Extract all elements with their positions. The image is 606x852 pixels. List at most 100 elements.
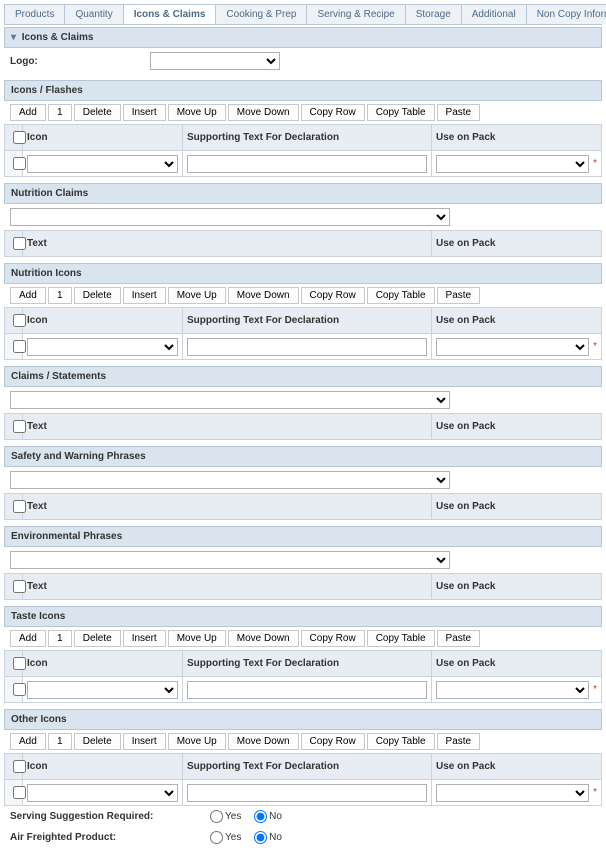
add-button[interactable]: Add — [10, 630, 46, 647]
supporting-text-input[interactable] — [187, 681, 427, 699]
insert-button[interactable]: Insert — [123, 287, 166, 304]
delete-button[interactable]: Delete — [74, 104, 121, 121]
air-freighted-yes-radio[interactable] — [210, 831, 223, 844]
supporting-text-input[interactable] — [187, 155, 427, 173]
row-checkbox[interactable] — [13, 340, 26, 353]
delete-button[interactable]: Delete — [74, 733, 121, 750]
move-up-button[interactable]: Move Up — [168, 104, 226, 121]
copy-table-button[interactable]: Copy Table — [367, 287, 435, 304]
supporting-text-input[interactable] — [187, 784, 427, 802]
safety-warning-select[interactable] — [10, 471, 450, 489]
logo-select[interactable] — [150, 52, 280, 70]
toolbar-other-icons: Add Delete Insert Move Up Move Down Copy… — [4, 730, 602, 753]
serving-suggestion-no[interactable]: No — [254, 811, 282, 822]
delete-button[interactable]: Delete — [74, 287, 121, 304]
copy-row-button[interactable]: Copy Row — [301, 630, 365, 647]
col-supporting: Supporting Text For Declaration — [183, 651, 432, 677]
add-button[interactable]: Add — [10, 104, 46, 121]
section-safety-warning: Safety and Warning Phrases — [4, 446, 602, 467]
select-all-checkbox[interactable] — [13, 657, 26, 670]
select-all-checkbox[interactable] — [13, 580, 26, 593]
select-all-checkbox[interactable] — [13, 131, 26, 144]
supporting-text-input[interactable] — [187, 338, 427, 356]
logo-row: Logo: — [4, 48, 602, 74]
move-up-button[interactable]: Move Up — [168, 287, 226, 304]
delete-button[interactable]: Delete — [74, 630, 121, 647]
tab-cooking-prep[interactable]: Cooking & Prep — [215, 4, 307, 24]
move-down-button[interactable]: Move Down — [228, 287, 299, 304]
air-freighted-row: Air Freighted Product: Yes No — [4, 827, 602, 848]
insert-button[interactable]: Insert — [123, 104, 166, 121]
row-counter[interactable] — [48, 630, 72, 647]
select-all-checkbox[interactable] — [13, 760, 26, 773]
select-all-checkbox[interactable] — [13, 314, 26, 327]
paste-button[interactable]: Paste — [437, 104, 481, 121]
section-taste-icons: Taste Icons — [4, 606, 602, 627]
move-down-button[interactable]: Move Down — [228, 733, 299, 750]
air-freighted-no[interactable]: No — [254, 832, 282, 843]
col-icon: Icon — [23, 125, 183, 151]
serving-suggestion-yes[interactable]: Yes — [210, 811, 241, 822]
select-all-checkbox[interactable] — [13, 237, 26, 250]
environmental-select[interactable] — [10, 551, 450, 569]
col-use-on-pack: Use on Pack — [432, 308, 602, 334]
add-button[interactable]: Add — [10, 287, 46, 304]
icon-select[interactable] — [27, 681, 178, 699]
copy-row-button[interactable]: Copy Row — [301, 104, 365, 121]
row-counter[interactable] — [48, 104, 72, 121]
nutrition-claims-select[interactable] — [10, 208, 450, 226]
insert-button[interactable]: Insert — [123, 630, 166, 647]
required-marker: * — [591, 684, 597, 695]
move-up-button[interactable]: Move Up — [168, 630, 226, 647]
icon-select[interactable] — [27, 784, 178, 802]
tab-non-copy-info[interactable]: Non Copy Information — [526, 4, 606, 24]
copy-table-button[interactable]: Copy Table — [367, 104, 435, 121]
use-on-pack-select[interactable] — [436, 338, 589, 356]
col-use-on-pack: Use on Pack — [432, 651, 602, 677]
collapse-icon[interactable]: ▾ — [11, 32, 19, 43]
tab-products[interactable]: Products — [4, 4, 65, 24]
grid-other-icons: Icon Supporting Text For Declaration Use… — [4, 753, 602, 806]
tab-quantity[interactable]: Quantity — [64, 4, 123, 24]
tab-serving-recipe[interactable]: Serving & Recipe — [306, 4, 405, 24]
select-all[interactable] — [5, 125, 23, 151]
use-on-pack-select[interactable] — [436, 784, 589, 802]
paste-button[interactable]: Paste — [437, 287, 481, 304]
use-on-pack-select[interactable] — [436, 681, 589, 699]
move-down-button[interactable]: Move Down — [228, 104, 299, 121]
row-checkbox[interactable] — [13, 683, 26, 696]
tab-icons-claims[interactable]: Icons & Claims — [123, 4, 217, 24]
insert-button[interactable]: Insert — [123, 733, 166, 750]
copy-table-button[interactable]: Copy Table — [367, 630, 435, 647]
row-counter[interactable] — [48, 733, 72, 750]
serving-suggestion-no-radio[interactable] — [254, 810, 267, 823]
move-down-button[interactable]: Move Down — [228, 630, 299, 647]
copy-table-button[interactable]: Copy Table — [367, 733, 435, 750]
row-checkbox[interactable] — [13, 157, 26, 170]
paste-button[interactable]: Paste — [437, 630, 481, 647]
claims-statements-select[interactable] — [10, 391, 450, 409]
col-use-on-pack: Use on Pack — [432, 574, 602, 600]
select-all-checkbox[interactable] — [13, 500, 26, 513]
paste-button[interactable]: Paste — [437, 733, 481, 750]
col-use-on-pack: Use on Pack — [432, 231, 602, 257]
copy-row-button[interactable]: Copy Row — [301, 287, 365, 304]
section-icons-flashes: Icons / Flashes — [4, 80, 602, 101]
air-freighted-no-radio[interactable] — [254, 831, 267, 844]
copy-row-button[interactable]: Copy Row — [301, 733, 365, 750]
add-button[interactable]: Add — [10, 733, 46, 750]
row-counter[interactable] — [48, 287, 72, 304]
icon-select[interactable] — [27, 155, 178, 173]
move-up-button[interactable]: Move Up — [168, 733, 226, 750]
serving-suggestion-yes-radio[interactable] — [210, 810, 223, 823]
air-freighted-yes[interactable]: Yes — [210, 832, 241, 843]
required-marker: * — [591, 341, 597, 352]
col-supporting: Supporting Text For Declaration — [183, 308, 432, 334]
select-all-checkbox[interactable] — [13, 420, 26, 433]
tab-additional[interactable]: Additional — [461, 4, 527, 24]
use-on-pack-select[interactable] — [436, 155, 589, 173]
table-row: * — [5, 334, 602, 360]
icon-select[interactable] — [27, 338, 178, 356]
tab-storage[interactable]: Storage — [405, 4, 462, 24]
row-checkbox[interactable] — [13, 786, 26, 799]
